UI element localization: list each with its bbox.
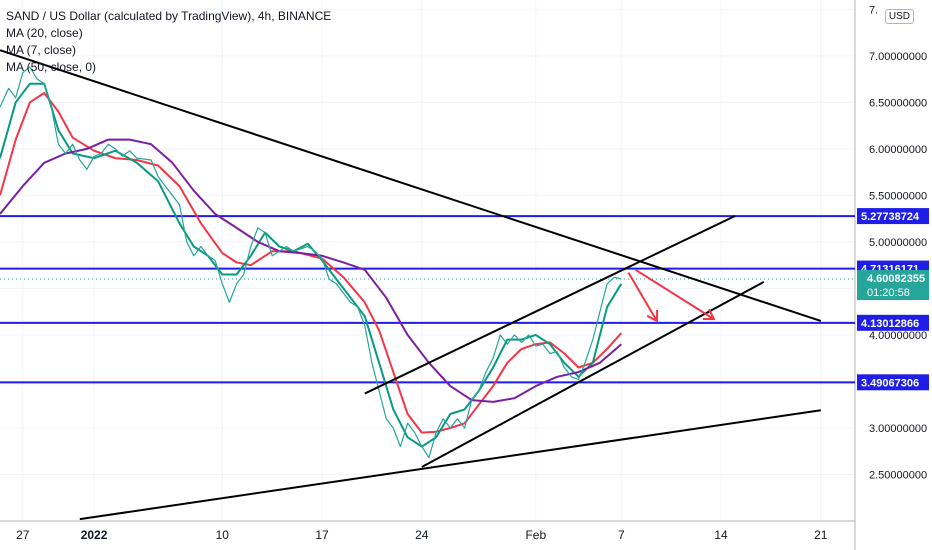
indicator-ma20[interactable]: MA (20, close) — [6, 26, 83, 40]
indicator-ma7[interactable]: MA (7, close) — [6, 43, 77, 57]
countdown-label: 01:20:58 — [867, 287, 910, 299]
arrow-head-1 — [702, 308, 716, 321]
level-tag-label-0: 5.27738724 — [861, 211, 920, 223]
y-tick-label-10: 7. — [869, 4, 878, 16]
trendline-1 — [79, 409, 821, 521]
series-line-3 — [0, 66, 622, 459]
indicator-ma50[interactable]: MA (50, close, 0) — [6, 60, 97, 74]
level-tag-3 — [857, 374, 929, 391]
x-tick-label-7: 14 — [714, 528, 728, 542]
level-tag-2 — [857, 314, 929, 331]
arrow-shaft-0 — [627, 272, 658, 322]
y-tick-label-7: 6.00000000 — [869, 144, 927, 156]
y-tick-label-0: 2.50000000 — [869, 469, 927, 481]
y-tick-label-8: 6.50000000 — [869, 97, 927, 109]
level-tag-label-3: 3.49067306 — [861, 377, 919, 389]
level-tag-0 — [857, 208, 929, 225]
x-tick-label-5: Feb — [525, 528, 546, 542]
chart-title[interactable]: SAND / US Dollar (calculated by TradingV… — [6, 9, 332, 23]
x-tick-label-3: 17 — [315, 528, 329, 542]
series-line-0 — [0, 92, 623, 434]
y-tick-label-3: 4.00000000 — [869, 330, 927, 342]
x-tick-label-4: 24 — [415, 528, 429, 542]
x-tick-label-6: 7 — [618, 528, 625, 542]
x-tick-label-8: 21 — [814, 528, 828, 542]
series-line-2 — [0, 138, 622, 403]
currency-button[interactable]: USD — [884, 9, 914, 24]
arrow-shaft-1 — [635, 268, 715, 320]
y-tick-label-9: 7.00000000 — [869, 51, 927, 63]
trendline-2 — [364, 214, 736, 395]
x-tick-label-2: 10 — [216, 528, 230, 542]
x-tick-label-0: 27 — [16, 528, 30, 542]
trendline-3 — [421, 281, 765, 468]
y-tick-label-1: 3.00000000 — [869, 423, 927, 435]
arrow-head-0 — [646, 309, 659, 323]
y-tick-label-5: 5.00000000 — [869, 237, 927, 249]
current-price-tag — [857, 270, 929, 301]
trendline-0 — [0, 49, 822, 322]
x-tick-label-1: 2022 — [81, 528, 108, 542]
series-line-1 — [0, 82, 623, 448]
y-tick-label-6: 5.50000000 — [869, 190, 927, 202]
current-price-label: 4.60082355 — [867, 273, 925, 285]
chart-legend: SAND / US Dollar (calculated by TradingV… — [6, 8, 331, 76]
level-tag-label-2: 4.13012866 — [861, 318, 919, 330]
